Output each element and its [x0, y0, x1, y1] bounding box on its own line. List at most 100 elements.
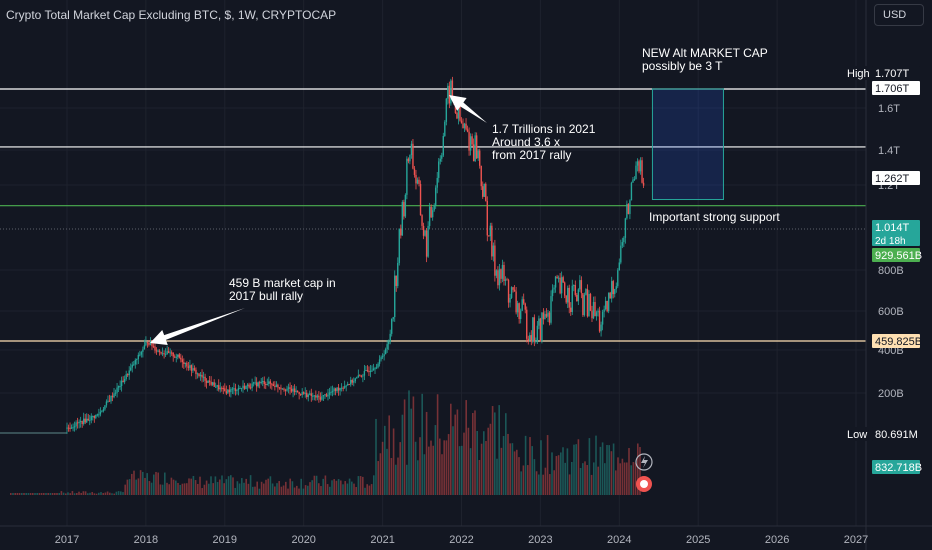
candle-body — [126, 374, 129, 376]
volume-bar — [434, 425, 437, 495]
projection-rect — [651, 88, 724, 201]
volume-bar — [93, 493, 96, 495]
candle-body — [333, 388, 335, 392]
volume-bar — [524, 435, 527, 495]
volume-bar — [10, 493, 12, 495]
currency-selector[interactable]: USD — [874, 4, 924, 26]
volume-bar — [133, 470, 135, 495]
volume-bar — [38, 493, 41, 495]
candle-body — [324, 394, 326, 396]
volume-bar — [590, 474, 593, 495]
candle-body — [544, 314, 546, 320]
candle-body — [459, 103, 461, 121]
candle-body — [400, 228, 402, 236]
candle-body — [184, 362, 187, 364]
lightning-icon — [635, 453, 653, 471]
candle-body — [489, 225, 492, 237]
candle-body — [641, 160, 643, 183]
volume-bar — [49, 493, 52, 495]
candle-body — [635, 165, 637, 180]
candle-body — [583, 294, 586, 316]
volume-bar — [401, 414, 404, 495]
volume-bar — [243, 482, 245, 495]
candle-body — [609, 292, 611, 299]
price-label-text: 459.825B — [875, 336, 922, 348]
candle-body — [208, 380, 211, 382]
candle-body — [617, 270, 619, 287]
volume-bar — [632, 462, 635, 495]
candle-body — [114, 392, 117, 394]
volume-bar — [252, 486, 254, 495]
volume-bar — [419, 437, 421, 495]
volume-bar — [117, 491, 120, 495]
volume-bar — [408, 390, 410, 495]
volume-bar — [293, 487, 296, 495]
volume-bar — [463, 432, 465, 495]
candle-body — [418, 179, 420, 185]
price-label-text: 1.706T — [875, 83, 910, 95]
candle-body — [398, 228, 400, 263]
volume-bar — [106, 491, 109, 495]
volume-bar — [535, 471, 538, 495]
candle-body — [536, 325, 539, 342]
candle-body — [570, 307, 572, 312]
volume-bar — [439, 438, 441, 495]
candle-body — [356, 377, 358, 379]
candle-body — [529, 335, 531, 341]
volume-bar — [351, 481, 353, 495]
volume-bar — [639, 447, 641, 495]
volume-bar — [265, 479, 267, 495]
candle-body — [70, 427, 73, 429]
candle-body — [230, 389, 232, 393]
candle-body — [160, 351, 162, 354]
time-tick-label: 2025 — [686, 534, 710, 546]
candle-body — [442, 136, 444, 156]
volume-bar — [177, 482, 179, 495]
volume-bar — [205, 480, 208, 495]
candle-body — [498, 269, 501, 286]
candle-body — [67, 427, 70, 429]
candle-body — [538, 318, 540, 326]
candle-body — [551, 289, 554, 297]
candle-body — [427, 225, 429, 257]
annotation-text: possibly be 3 T — [642, 59, 723, 73]
volume-bar — [71, 491, 74, 495]
candle-body — [387, 341, 390, 345]
candle-body — [474, 135, 476, 162]
candle-body — [152, 346, 155, 348]
volume-bar — [445, 440, 448, 495]
volume-bar — [456, 409, 459, 495]
volume-bar — [377, 461, 379, 495]
candle-body — [463, 123, 466, 129]
candle-body — [330, 391, 332, 393]
candle-body — [483, 183, 485, 197]
volume-bar — [357, 476, 360, 495]
volume-bar — [291, 481, 294, 495]
candle-body — [488, 235, 490, 237]
candle-body — [639, 160, 642, 172]
candle-body — [143, 345, 146, 350]
volume-bar — [333, 479, 335, 495]
candle-body — [486, 201, 488, 236]
candle-body — [553, 287, 555, 290]
volume-bar — [82, 491, 85, 495]
volume-bar — [502, 436, 505, 495]
candle-body — [243, 385, 246, 389]
volume-bar — [494, 412, 496, 495]
candle-body — [96, 414, 99, 416]
time-tick-label: 2020 — [291, 534, 315, 546]
annotation-text: 2017 bull rally — [229, 289, 303, 303]
candle-body — [192, 368, 194, 371]
volume-bar — [274, 486, 276, 495]
volume-bar — [472, 413, 474, 495]
candle-body — [636, 161, 639, 166]
volume-bar — [304, 485, 307, 495]
price-tag-text: High — [847, 68, 870, 80]
candle-body — [90, 416, 92, 421]
volume-bar — [221, 475, 223, 495]
volume-bar — [480, 443, 483, 495]
time-axis[interactable]: 2017 2018 2019 2020 2021 2022 2023 2024 2025 2026… — [0, 525, 932, 546]
